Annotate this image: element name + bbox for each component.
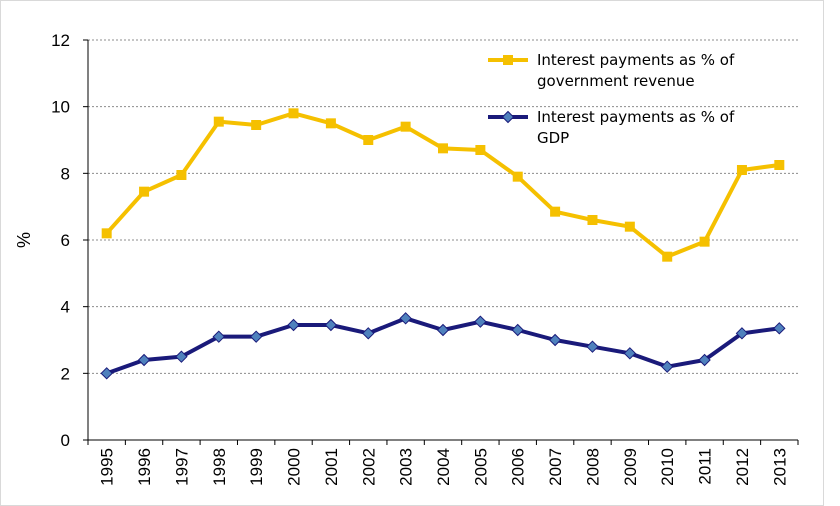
y-tick-label: 6 xyxy=(61,231,70,250)
series-1 xyxy=(101,108,785,262)
x-tick-label: 1995 xyxy=(98,448,117,486)
legend-entry: Interest payments as % of government reve… xyxy=(488,51,735,90)
data-point xyxy=(550,206,561,217)
x-tick-label: 1999 xyxy=(247,448,266,486)
data-point xyxy=(101,228,112,239)
data-point xyxy=(212,330,225,343)
x-tick-label: 1998 xyxy=(210,448,229,486)
y-tick-label: 2 xyxy=(61,364,70,383)
data-point xyxy=(511,323,524,337)
x-tick-label: 2005 xyxy=(471,448,490,486)
data-point xyxy=(735,327,749,340)
series-line xyxy=(105,111,780,259)
data-point xyxy=(736,165,747,175)
legend-label: government revenue xyxy=(537,72,695,90)
legend-marker xyxy=(503,55,513,65)
data-point xyxy=(213,116,224,127)
data-point xyxy=(474,315,487,328)
data-point xyxy=(773,322,786,335)
axes: 0 2 4 6 8 10 12 1995 1996 1997 1998 1999 2000 2001 200… xyxy=(51,31,799,486)
legend-label: Interest payments as % of xyxy=(537,108,735,126)
x-tick-label: 2006 xyxy=(509,448,528,486)
data-point xyxy=(661,360,674,373)
legend-marker xyxy=(501,110,515,124)
data-point xyxy=(699,236,710,247)
data-point xyxy=(176,170,187,180)
data-point xyxy=(774,160,785,170)
data-point xyxy=(548,333,562,347)
x-tick-label: 2012 xyxy=(733,448,752,486)
x-tick-label: 2009 xyxy=(621,448,640,486)
x-tick-label: 2004 xyxy=(434,448,453,486)
data-point xyxy=(624,221,635,232)
data-point xyxy=(362,327,375,340)
series-2 xyxy=(100,312,786,380)
data-point xyxy=(287,318,300,332)
y-tick-label: 12 xyxy=(51,31,70,50)
y-axis-label: % xyxy=(14,232,34,248)
x-tick-label: 2003 xyxy=(397,448,416,486)
data-point xyxy=(698,353,711,367)
x-tick-label: 2013 xyxy=(770,448,789,486)
data-point xyxy=(137,353,151,367)
x-tick-label: 2011 xyxy=(696,448,715,485)
legend-entry: Interest payments as % of GDP xyxy=(488,108,735,147)
data-point xyxy=(399,312,412,325)
data-point xyxy=(586,340,599,353)
x-tick-label: 2000 xyxy=(285,448,304,486)
data-point xyxy=(438,143,448,154)
data-point xyxy=(400,121,411,132)
data-point xyxy=(662,251,673,262)
data-point xyxy=(251,120,262,130)
x-tick-label: 2007 xyxy=(546,448,565,486)
data-point xyxy=(363,135,374,145)
x-tick-label: 1996 xyxy=(135,448,154,486)
data-point xyxy=(324,318,338,332)
series-layer xyxy=(100,108,786,380)
data-point xyxy=(587,215,598,225)
legend-label: GDP xyxy=(537,129,569,147)
data-point xyxy=(623,347,637,360)
y-tick-label: 8 xyxy=(61,164,70,183)
data-point xyxy=(325,118,336,129)
data-point xyxy=(139,186,150,197)
data-point xyxy=(475,145,486,155)
x-tick-label: 2001 xyxy=(322,448,341,486)
data-point xyxy=(100,367,113,380)
x-tick-label: 2002 xyxy=(359,448,378,486)
grid-lines xyxy=(88,39,798,374)
legend-label: Interest payments as % of xyxy=(537,51,735,69)
y-tick-label: 0 xyxy=(61,431,70,450)
y-tick-label: 10 xyxy=(51,98,70,117)
legend: Interest payments as % of government reve… xyxy=(488,51,735,147)
x-tick-label: 2010 xyxy=(658,448,677,486)
data-point xyxy=(436,323,450,337)
data-point xyxy=(249,330,263,343)
x-tick-label: 1997 xyxy=(172,448,191,486)
x-tick-label: 2008 xyxy=(583,448,602,486)
y-tick-label: 4 xyxy=(61,298,70,317)
data-point xyxy=(175,350,188,363)
data-point xyxy=(512,171,523,182)
data-point xyxy=(288,108,299,119)
